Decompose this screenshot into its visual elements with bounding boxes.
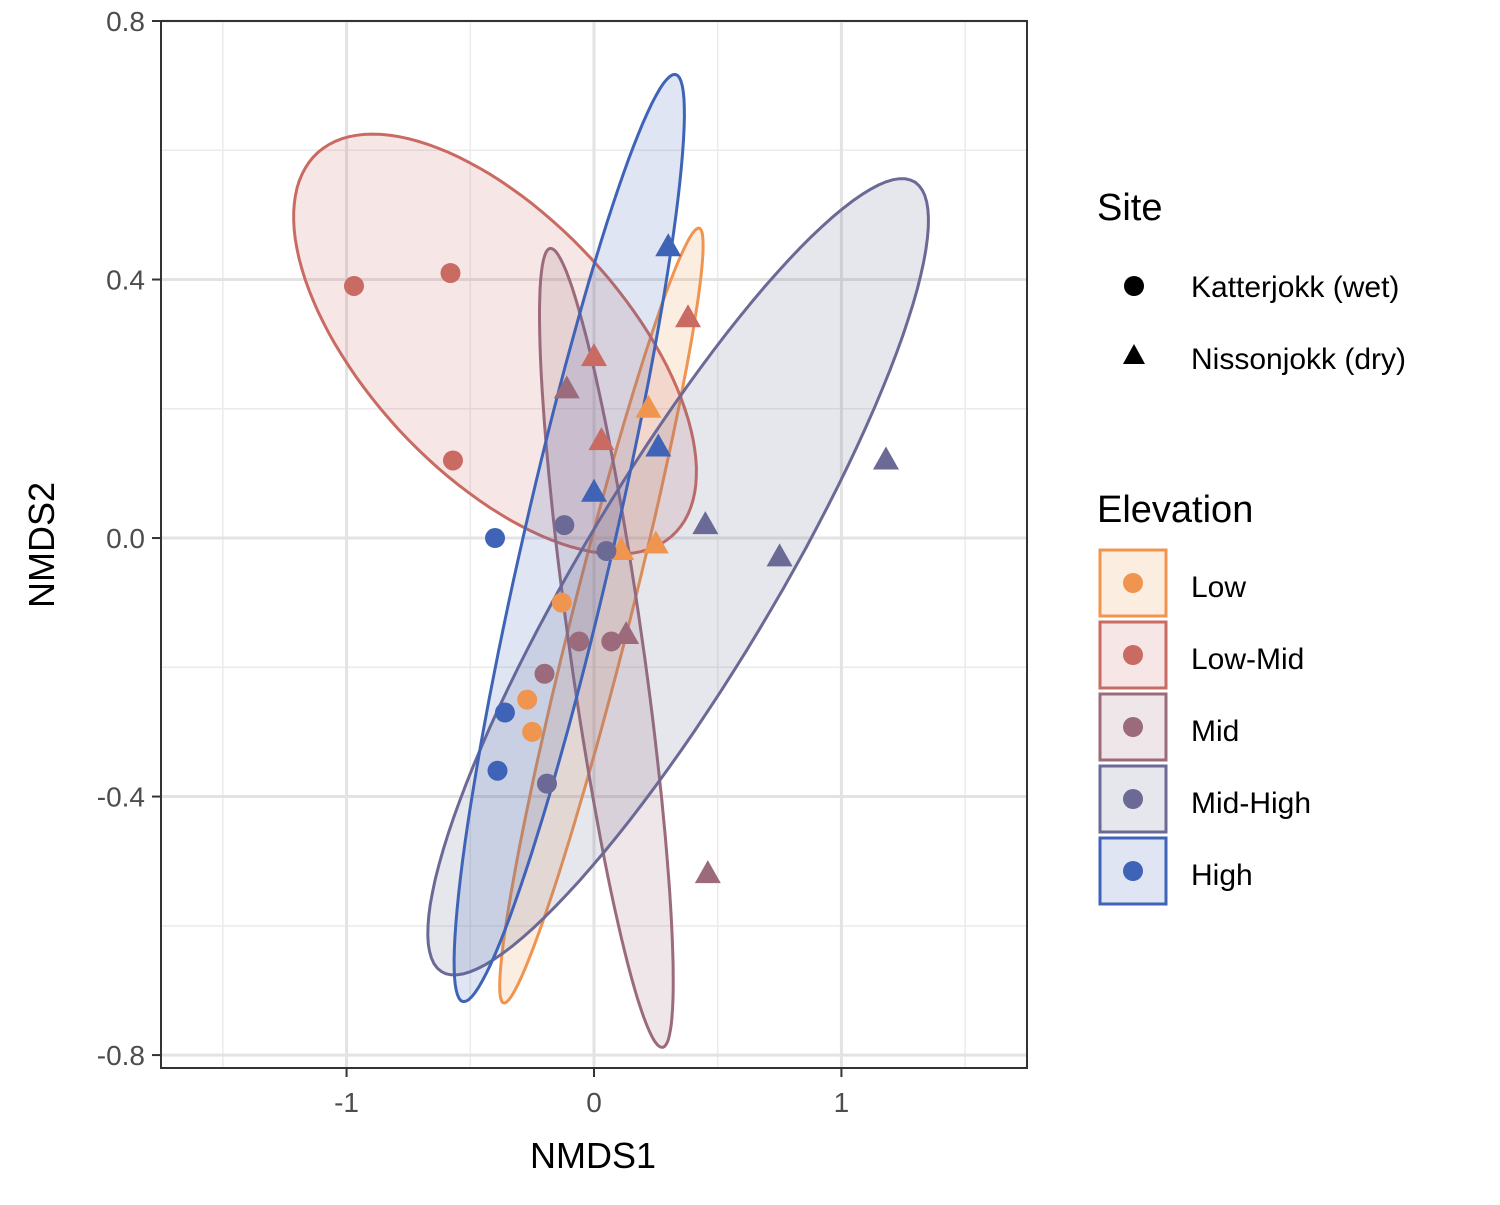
point-mid-high-circle bbox=[536, 773, 557, 794]
legend-site-triangle-key bbox=[1123, 344, 1145, 364]
point-high-triangle bbox=[645, 433, 672, 457]
legend-elevation-label-mid: Mid bbox=[1191, 715, 1239, 748]
grid-lines bbox=[161, 19, 1027, 1068]
legend-key-dot-low bbox=[1123, 573, 1143, 593]
ellipse-high bbox=[452, 72, 686, 1004]
point-low-mid-circle bbox=[343, 275, 364, 296]
x-axis-title: NMDS1 bbox=[530, 1135, 656, 1176]
legend-elevation-label-mid-high: Mid-High bbox=[1191, 787, 1311, 820]
point-mid-high-circle bbox=[554, 515, 575, 536]
point-high-circle bbox=[487, 760, 508, 781]
y-tick-label: 0.4 bbox=[106, 265, 145, 296]
legend-elevation-title: Elevation bbox=[1097, 489, 1253, 531]
point-low-mid-circle bbox=[440, 263, 461, 284]
legend-key-dot-low-mid bbox=[1123, 645, 1143, 665]
point-low-triangle bbox=[642, 530, 669, 554]
point-low-circle bbox=[517, 689, 538, 710]
point-low-triangle bbox=[635, 394, 662, 418]
point-low-mid-triangle bbox=[675, 304, 702, 328]
legend-key-mid bbox=[1098, 692, 1168, 762]
point-mid-triangle bbox=[553, 375, 580, 399]
point-mid-high-circle bbox=[596, 540, 617, 561]
point-high-circle bbox=[494, 702, 515, 723]
point-low-mid-triangle bbox=[588, 427, 615, 451]
point-mid-high-triangle bbox=[692, 511, 719, 535]
legend-key-dot-mid bbox=[1123, 717, 1143, 737]
legend-elevation-label-low: Low bbox=[1191, 571, 1246, 604]
legend-elevation-label-high: High bbox=[1191, 859, 1253, 892]
y-axis-title: NMDS2 bbox=[21, 482, 62, 608]
legend-site-title: Site bbox=[1097, 187, 1162, 229]
point-low-circle bbox=[522, 721, 543, 742]
legend-key-dot-high bbox=[1123, 861, 1143, 881]
y-tick-label: -0.8 bbox=[97, 1040, 145, 1071]
legend-site-circle-key bbox=[1124, 276, 1144, 296]
point-high-triangle bbox=[581, 478, 607, 502]
y-tick-label: -0.4 bbox=[97, 782, 145, 813]
y-tick-label: 0.8 bbox=[106, 6, 145, 37]
legend-key-dot-mid-high bbox=[1123, 789, 1143, 809]
legend-elevation-label-low-mid: Low-Mid bbox=[1191, 643, 1304, 676]
legend-site-label-katterjokk: Katterjokk (wet) bbox=[1191, 271, 1399, 304]
legend-elevation: Elevation Low Low-Mid Mid Mid-High High bbox=[1097, 489, 1311, 906]
point-high-circle bbox=[485, 528, 506, 549]
axes: -0.8 -0.4 0.0 0.4 0.8 -1 0 1 bbox=[97, 6, 849, 1118]
point-low-circle bbox=[551, 592, 572, 613]
legend-site: Site Katterjokk (wet) Nissonjokk (dry) bbox=[1097, 187, 1406, 376]
point-mid-high-triangle bbox=[766, 543, 793, 567]
y-tick-label: 0.0 bbox=[106, 523, 145, 554]
x-tick-label: 0 bbox=[586, 1087, 602, 1118]
point-mid-triangle bbox=[694, 860, 721, 884]
point-mid-circle bbox=[601, 631, 622, 652]
point-mid-triangle bbox=[613, 620, 640, 644]
x-tick-label: 1 bbox=[834, 1087, 850, 1118]
point-high-triangle bbox=[655, 233, 682, 257]
point-mid-circle bbox=[569, 631, 590, 652]
point-low-mid-triangle bbox=[581, 343, 607, 367]
legend-site-label-nissonjokk: Nissonjokk (dry) bbox=[1191, 343, 1406, 376]
point-mid-circle bbox=[534, 663, 555, 684]
point-mid-high-triangle bbox=[872, 446, 899, 470]
x-tick-label: -1 bbox=[334, 1087, 359, 1118]
point-low-mid-circle bbox=[442, 450, 463, 471]
legend-key-low-mid bbox=[1098, 620, 1168, 690]
legend-elevation-keys bbox=[1098, 548, 1168, 906]
point-layer bbox=[343, 233, 899, 884]
